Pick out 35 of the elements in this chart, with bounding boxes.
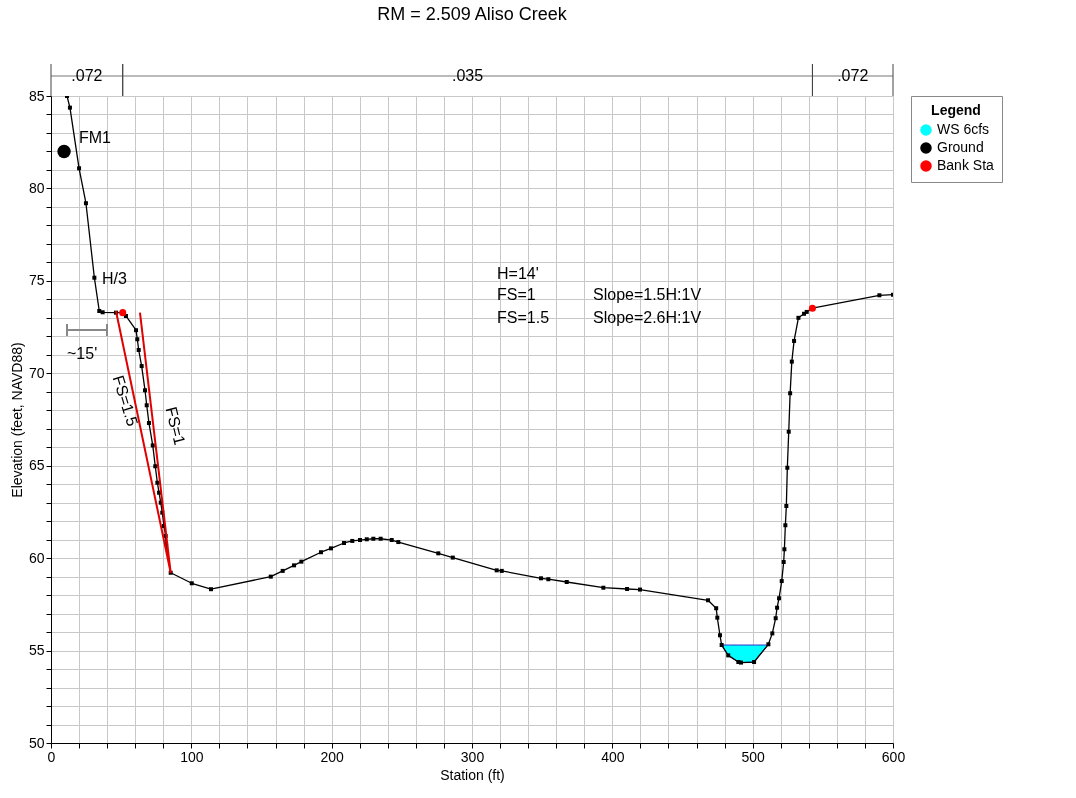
legend-label: WS 6cfs [937, 121, 990, 137]
text: .072 [71, 67, 103, 84]
y-axis-title: Elevation (feet, NAVD88) [8, 342, 25, 498]
annotation: ~15' [67, 345, 98, 362]
annotation: H=14' [497, 265, 539, 282]
annotation: FM1 [79, 129, 112, 146]
annotation: FS=1.5 [497, 309, 550, 326]
y-tick-label: 65 [28, 457, 45, 474]
x-tick-label: 300 [460, 748, 485, 765]
text: .035 [452, 67, 484, 84]
text: .072 [837, 67, 869, 84]
y-tick-label: 55 [28, 642, 45, 659]
annotation: FS=1.5 [109, 373, 142, 429]
y-tick-label: 85 [28, 87, 45, 104]
legend-label: Ground [937, 139, 984, 155]
y-tick-label: 80 [28, 179, 45, 196]
y-tick-label: 60 [28, 549, 45, 566]
y-tick-label: 70 [28, 364, 45, 381]
x-tick-label: 200 [320, 748, 345, 765]
annotation: FS=1 [162, 405, 189, 447]
x-axis-title: Station (ft) [440, 766, 505, 783]
annotation: H/3 [102, 270, 127, 287]
annotation: FS=1 [497, 286, 536, 303]
x-tick-label: 500 [741, 748, 766, 765]
annotation: Slope=2.6H:1V [593, 309, 702, 326]
legend-label: Bank Sta [937, 157, 995, 173]
x-tick-label: 600 [881, 748, 906, 765]
x-tick-label: 0 [47, 748, 56, 765]
chart-title: RM = 2.509 Aliso Creek [377, 3, 568, 24]
x-tick-label: 400 [601, 748, 625, 765]
y-tick-label: 75 [28, 272, 45, 289]
legend-title: Legend [931, 102, 981, 118]
annotation: Slope=1.5H:1V [593, 286, 702, 303]
y-tick-label: 50 [28, 734, 45, 751]
x-tick-label: 100 [180, 748, 204, 765]
